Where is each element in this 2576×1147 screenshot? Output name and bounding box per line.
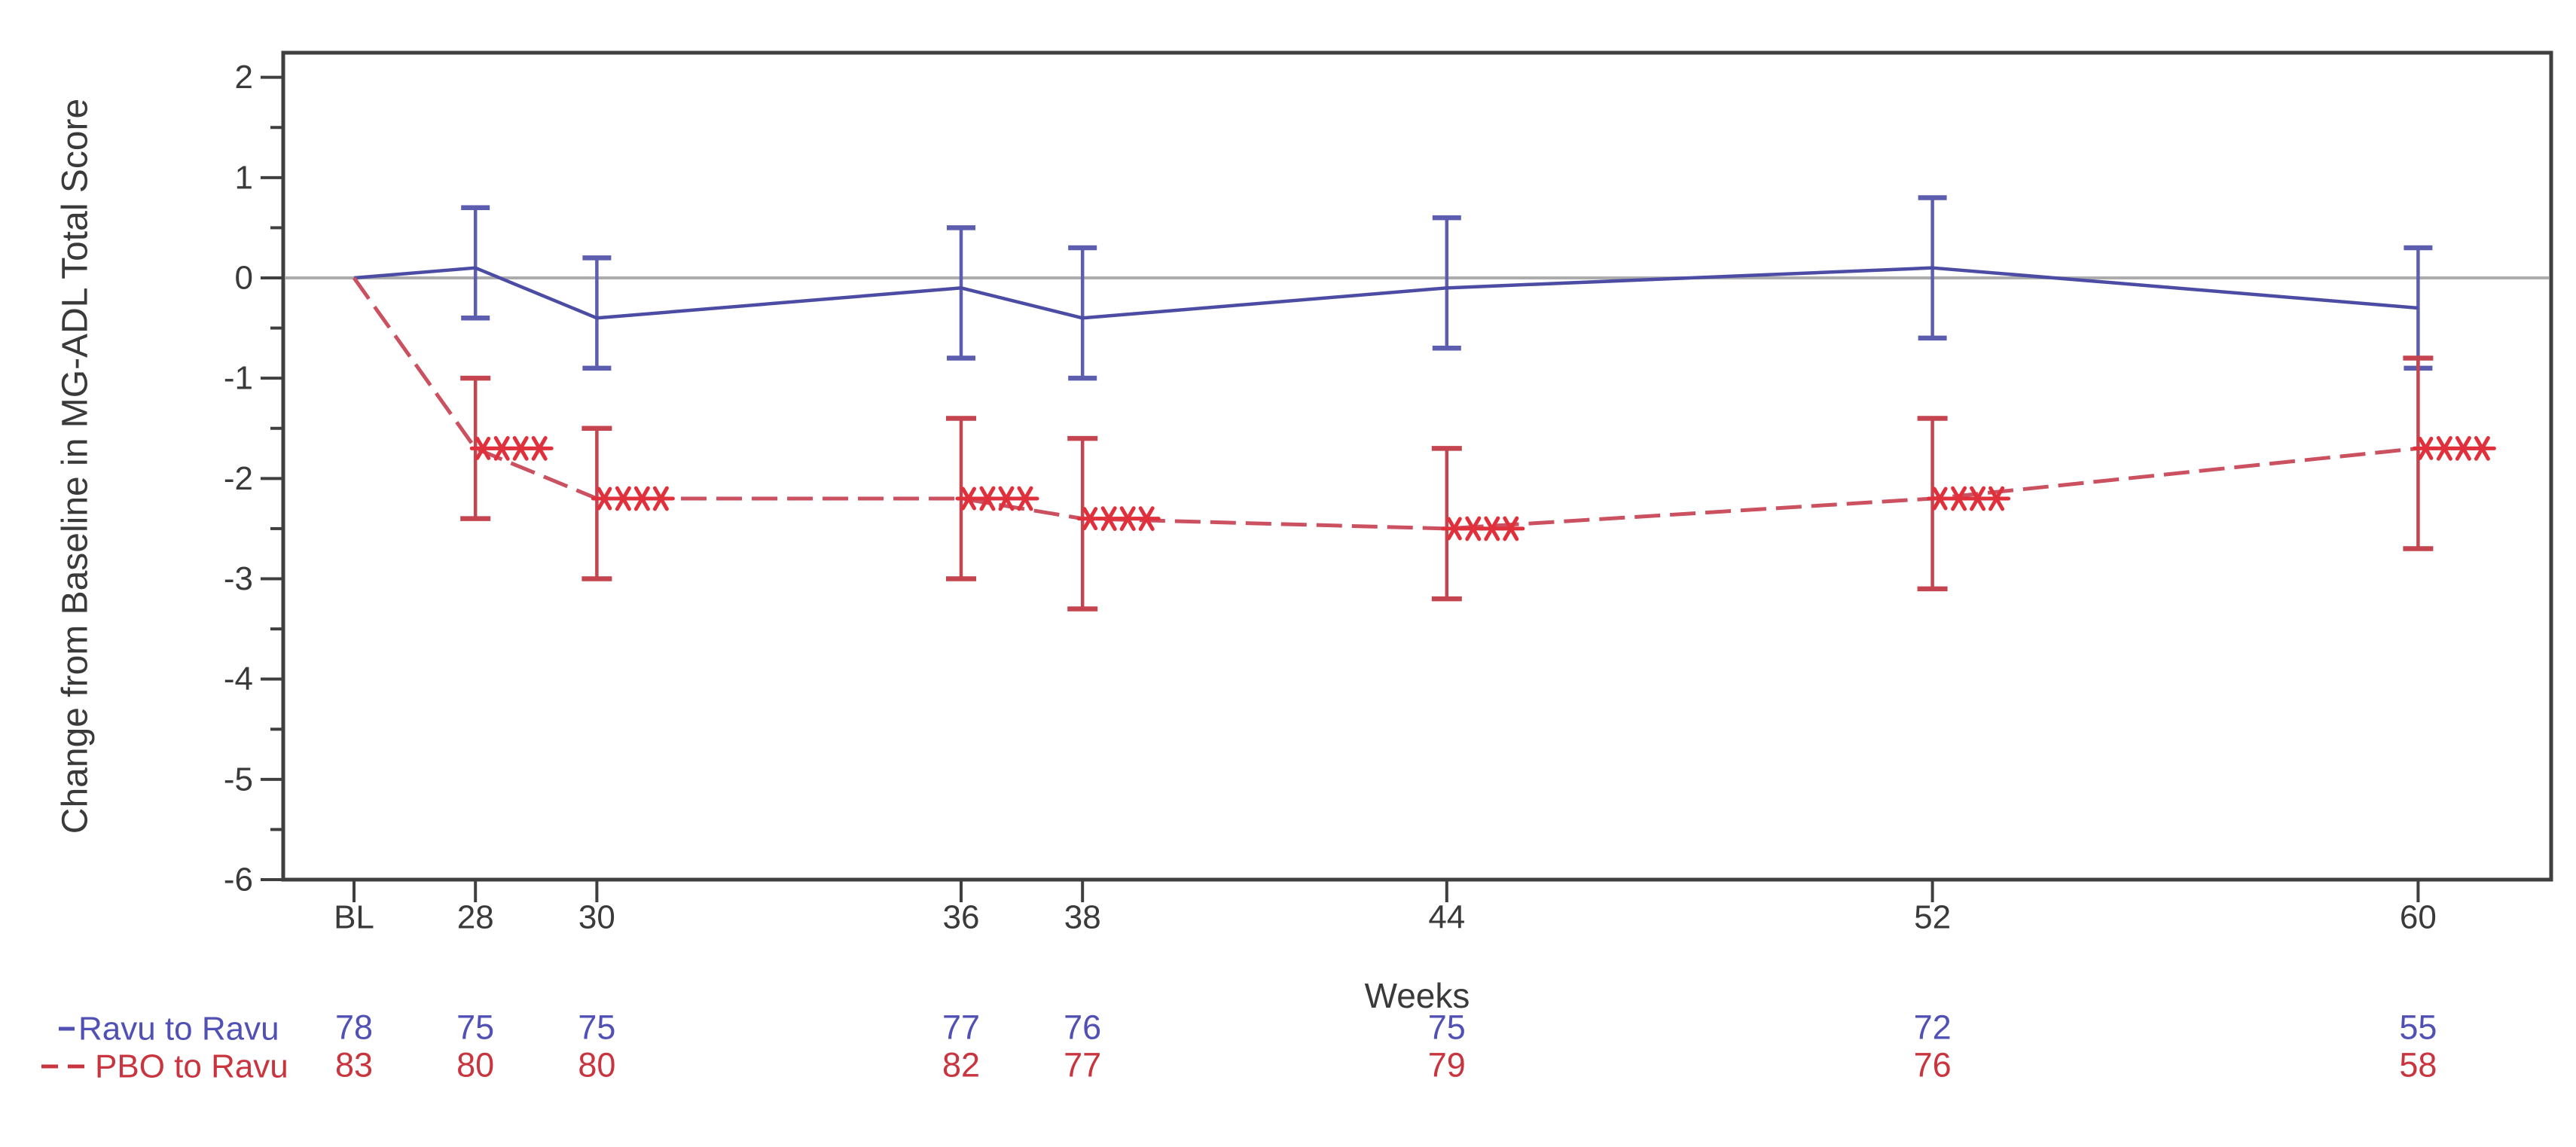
significance-asterisks-pbo-to-ravu	[615, 486, 631, 511]
significance-asterisks-pbo-to-ravu	[2474, 436, 2490, 461]
significance-asterisks-pbo-to-ravu	[1138, 506, 1155, 531]
significance-asterisks-pbo-to-ravu	[1951, 486, 1967, 511]
y-axis-tick-label: 2	[235, 59, 253, 96]
point-marker-asterisk-pbo-to-ravu	[961, 487, 976, 511]
x-axis-tick-label: 60	[2400, 899, 2437, 936]
n-value-ravu-to-ravu: 77	[942, 1008, 980, 1047]
n-value-pbo-to-ravu: 80	[578, 1046, 615, 1084]
n-value-pbo-to-ravu: 82	[942, 1046, 980, 1084]
significance-asterisks-pbo-to-ravu	[1119, 506, 1136, 531]
significance-asterisks-pbo-to-ravu	[633, 486, 650, 511]
n-value-pbo-to-ravu: 80	[456, 1046, 494, 1084]
y-axis-tick-label: 1	[235, 159, 253, 196]
n-value-ravu-to-ravu: 76	[1064, 1008, 1101, 1047]
plot-frame	[281, 50, 2553, 882]
y-axis-tick-label: -1	[224, 360, 253, 397]
point-marker-asterisk-pbo-to-ravu	[2418, 436, 2434, 460]
significance-asterisks-pbo-to-ravu	[531, 436, 548, 461]
legend-label-pbo-to-ravu: PBO to Ravu	[95, 1048, 288, 1085]
significance-asterisks-pbo-to-ravu	[493, 436, 510, 461]
significance-asterisks-pbo-to-ravu	[1100, 506, 1117, 531]
x-axis-tick-label: BL	[334, 899, 374, 936]
x-axis-tick-label: 30	[578, 899, 615, 936]
n-value-ravu-to-ravu: 75	[1428, 1008, 1466, 1047]
significance-asterisks-pbo-to-ravu	[1465, 516, 1482, 541]
x-axis-tick-label: 28	[457, 899, 494, 936]
x-axis-tick-label: 38	[1064, 899, 1101, 936]
n-value-pbo-to-ravu: 76	[1914, 1046, 1952, 1084]
n-value-pbo-to-ravu: 77	[1064, 1046, 1101, 1084]
series-line-ravu-to-ravu	[353, 266, 2419, 320]
n-value-ravu-to-ravu: 78	[335, 1008, 373, 1047]
y-axis-tick-label: 0	[235, 260, 253, 297]
x-axis-tick-label: 52	[1914, 899, 1951, 936]
significance-asterisks-pbo-to-ravu	[512, 436, 529, 461]
significance-asterisks-pbo-to-ravu	[1503, 516, 1519, 541]
y-axis-tick-label: -4	[224, 660, 253, 697]
point-marker-asterisk-pbo-to-ravu	[475, 436, 491, 460]
x-axis-title: Weeks	[1365, 976, 1470, 1015]
significance-asterisks-pbo-to-ravu	[1988, 486, 2005, 511]
y-axis-tick-label: -6	[224, 862, 253, 898]
n-value-pbo-to-ravu: 83	[335, 1046, 373, 1084]
n-value-pbo-to-ravu: 79	[1428, 1046, 1466, 1084]
n-value-ravu-to-ravu: 75	[578, 1008, 615, 1047]
n-value-ravu-to-ravu: 75	[456, 1008, 494, 1047]
significance-asterisks-pbo-to-ravu	[998, 486, 1015, 511]
significance-asterisks-pbo-to-ravu	[1484, 516, 1500, 541]
y-axis-tick-label: -5	[224, 761, 253, 798]
point-marker-asterisk-pbo-to-ravu	[1446, 517, 1462, 541]
point-marker-asterisk-pbo-to-ravu	[1082, 507, 1098, 531]
significance-asterisks-pbo-to-ravu	[1017, 486, 1033, 511]
y-axis-tick-label: -2	[224, 460, 253, 497]
significance-asterisks-pbo-to-ravu	[2455, 436, 2471, 461]
point-marker-asterisk-pbo-to-ravu	[597, 487, 612, 511]
x-axis-tick-label: 36	[943, 899, 980, 936]
significance-asterisks-pbo-to-ravu	[1970, 486, 1986, 511]
y-axis-title: Change from Baseline in MG-ADL Total Sco…	[56, 99, 96, 834]
n-value-pbo-to-ravu: 58	[2399, 1046, 2437, 1084]
significance-asterisks-pbo-to-ravu	[652, 486, 669, 511]
n-value-ravu-to-ravu: 55	[2399, 1008, 2437, 1047]
y-axis-tick-label: -3	[224, 560, 253, 597]
legend-label-ravu-to-ravu: Ravu to Ravu	[78, 1011, 279, 1048]
significance-asterisks-pbo-to-ravu	[2436, 436, 2452, 461]
n-value-ravu-to-ravu: 72	[1914, 1008, 1952, 1047]
point-marker-asterisk-pbo-to-ravu	[1932, 487, 1948, 511]
significance-asterisks-pbo-to-ravu	[979, 486, 996, 511]
x-axis-tick-label: 44	[1428, 899, 1465, 936]
